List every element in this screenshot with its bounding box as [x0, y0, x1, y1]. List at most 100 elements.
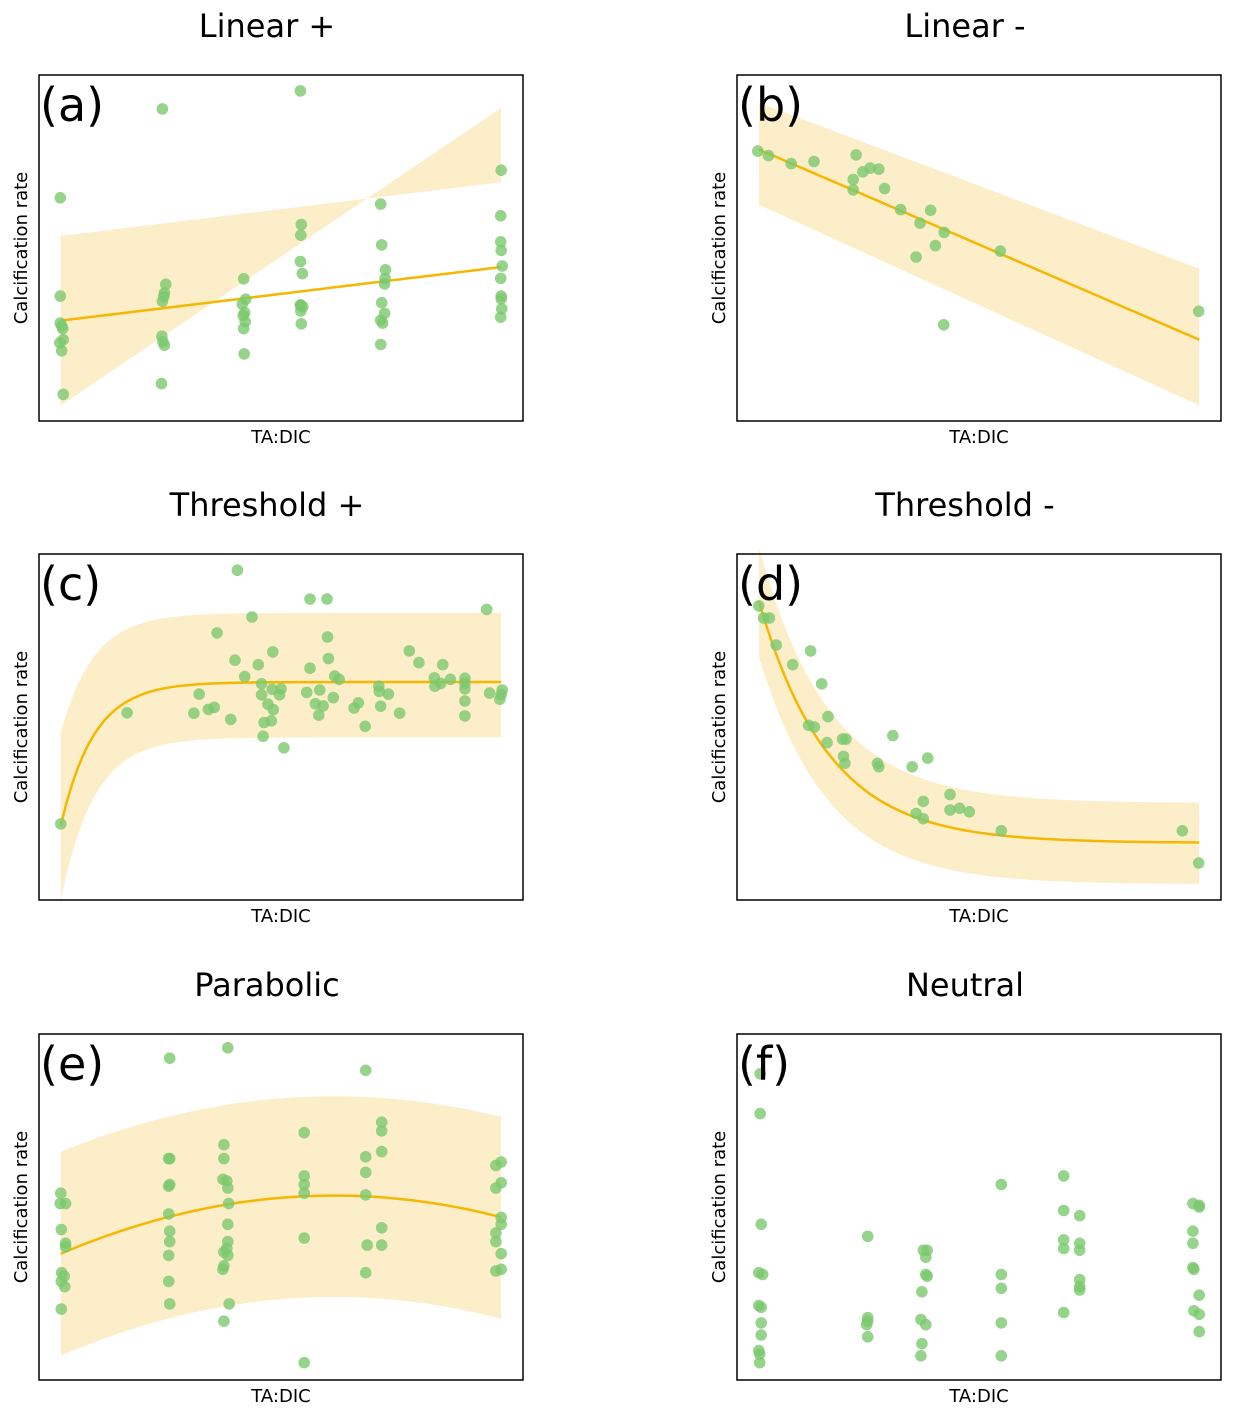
- fit-line: [758, 148, 1200, 341]
- data-point: [403, 645, 416, 657]
- plot-frame: [736, 1033, 1222, 1381]
- data-point: [374, 198, 387, 210]
- data-point: [752, 145, 764, 157]
- data-point: [59, 1241, 72, 1253]
- data-point: [298, 1178, 311, 1191]
- data-point: [163, 1225, 176, 1237]
- data-point: [229, 654, 241, 666]
- data-point: [1187, 1225, 1199, 1237]
- data-point: [267, 703, 280, 716]
- data-point: [864, 162, 876, 174]
- data-point: [55, 1223, 68, 1236]
- confidence-band: [60, 1096, 502, 1356]
- data-point: [222, 1042, 234, 1054]
- data-point: [333, 673, 345, 686]
- data-point: [762, 149, 775, 162]
- data-point: [238, 670, 251, 683]
- data-point: [231, 564, 244, 577]
- data-point: [375, 1116, 388, 1128]
- data-point: [193, 688, 205, 700]
- data-point: [58, 1280, 71, 1293]
- data-point: [237, 273, 250, 285]
- data-point: [211, 627, 223, 639]
- data-point: [873, 761, 885, 773]
- data-point: [756, 1268, 769, 1281]
- data-point: [208, 701, 220, 714]
- fit-line: [60, 1194, 502, 1255]
- data-point: [393, 707, 406, 719]
- data-point: [1073, 1209, 1086, 1222]
- data-point: [57, 333, 69, 346]
- data-point: [296, 267, 309, 280]
- data-point: [375, 1145, 388, 1158]
- data-point: [313, 709, 325, 721]
- data-point: [238, 306, 251, 319]
- data-point: [255, 689, 268, 701]
- panel-title: Linear +: [199, 7, 335, 45]
- data-point: [916, 1286, 928, 1298]
- data-point: [920, 1251, 932, 1263]
- data-point: [1187, 1237, 1199, 1250]
- data-point: [1188, 1263, 1200, 1276]
- fit-line: [59, 680, 502, 826]
- fit-line: [757, 600, 1200, 844]
- data-point: [755, 1329, 767, 1341]
- data-point: [459, 710, 471, 722]
- panel-a: Linear + (a) TA:DIC Calcification rate: [11, 7, 524, 448]
- data-point: [313, 684, 326, 696]
- data-point: [163, 1052, 176, 1064]
- data-point: [808, 721, 821, 733]
- plot-frame: [38, 74, 524, 422]
- data-point: [278, 742, 290, 754]
- data-point: [755, 1301, 767, 1314]
- data-point: [267, 646, 279, 658]
- data-point: [223, 1298, 235, 1310]
- data-point: [495, 293, 508, 305]
- data-point: [54, 192, 67, 204]
- confidence-band: [758, 102, 1200, 406]
- panel-e: Parabolic (e) TA:DIC Calcification rate: [11, 966, 524, 1407]
- confidence-band: [758, 547, 1200, 884]
- data-point: [459, 695, 471, 707]
- data-point: [754, 1107, 766, 1120]
- data-point: [1193, 1289, 1205, 1301]
- data-point: [763, 612, 776, 624]
- data-point: [804, 645, 817, 657]
- data-point: [1192, 305, 1205, 318]
- data-point: [917, 795, 930, 808]
- data-point: [255, 678, 268, 690]
- data-point: [359, 1266, 372, 1279]
- data-point: [1057, 1242, 1070, 1255]
- data-point: [847, 184, 859, 196]
- data-point: [1176, 825, 1189, 837]
- data-point: [1073, 1244, 1086, 1257]
- data-point: [994, 245, 1007, 257]
- data-point: [294, 85, 307, 97]
- x-axis-label: TA:DIC: [948, 427, 1008, 448]
- data-point: [121, 707, 133, 719]
- data-point: [495, 244, 508, 257]
- data-point: [58, 1270, 70, 1282]
- data-point: [55, 345, 68, 357]
- data-point: [162, 1275, 175, 1288]
- data-point: [359, 1166, 372, 1179]
- data-point: [359, 1189, 372, 1201]
- x-axis-label: TA:DIC: [250, 906, 310, 927]
- data-point: [1057, 1234, 1070, 1246]
- data-point: [55, 818, 67, 830]
- data-point: [188, 707, 200, 719]
- data-point: [162, 1208, 175, 1220]
- data-point: [495, 1218, 508, 1231]
- data-point: [755, 1218, 767, 1231]
- data-point: [753, 1348, 766, 1360]
- data-point: [847, 173, 859, 186]
- data-point: [910, 251, 922, 263]
- data-point: [953, 802, 966, 815]
- data-point: [218, 1152, 230, 1165]
- data-point: [222, 1182, 234, 1194]
- data-point: [237, 322, 250, 335]
- data-point: [910, 807, 922, 820]
- panel-label: (d): [738, 557, 803, 611]
- data-point: [359, 1064, 372, 1077]
